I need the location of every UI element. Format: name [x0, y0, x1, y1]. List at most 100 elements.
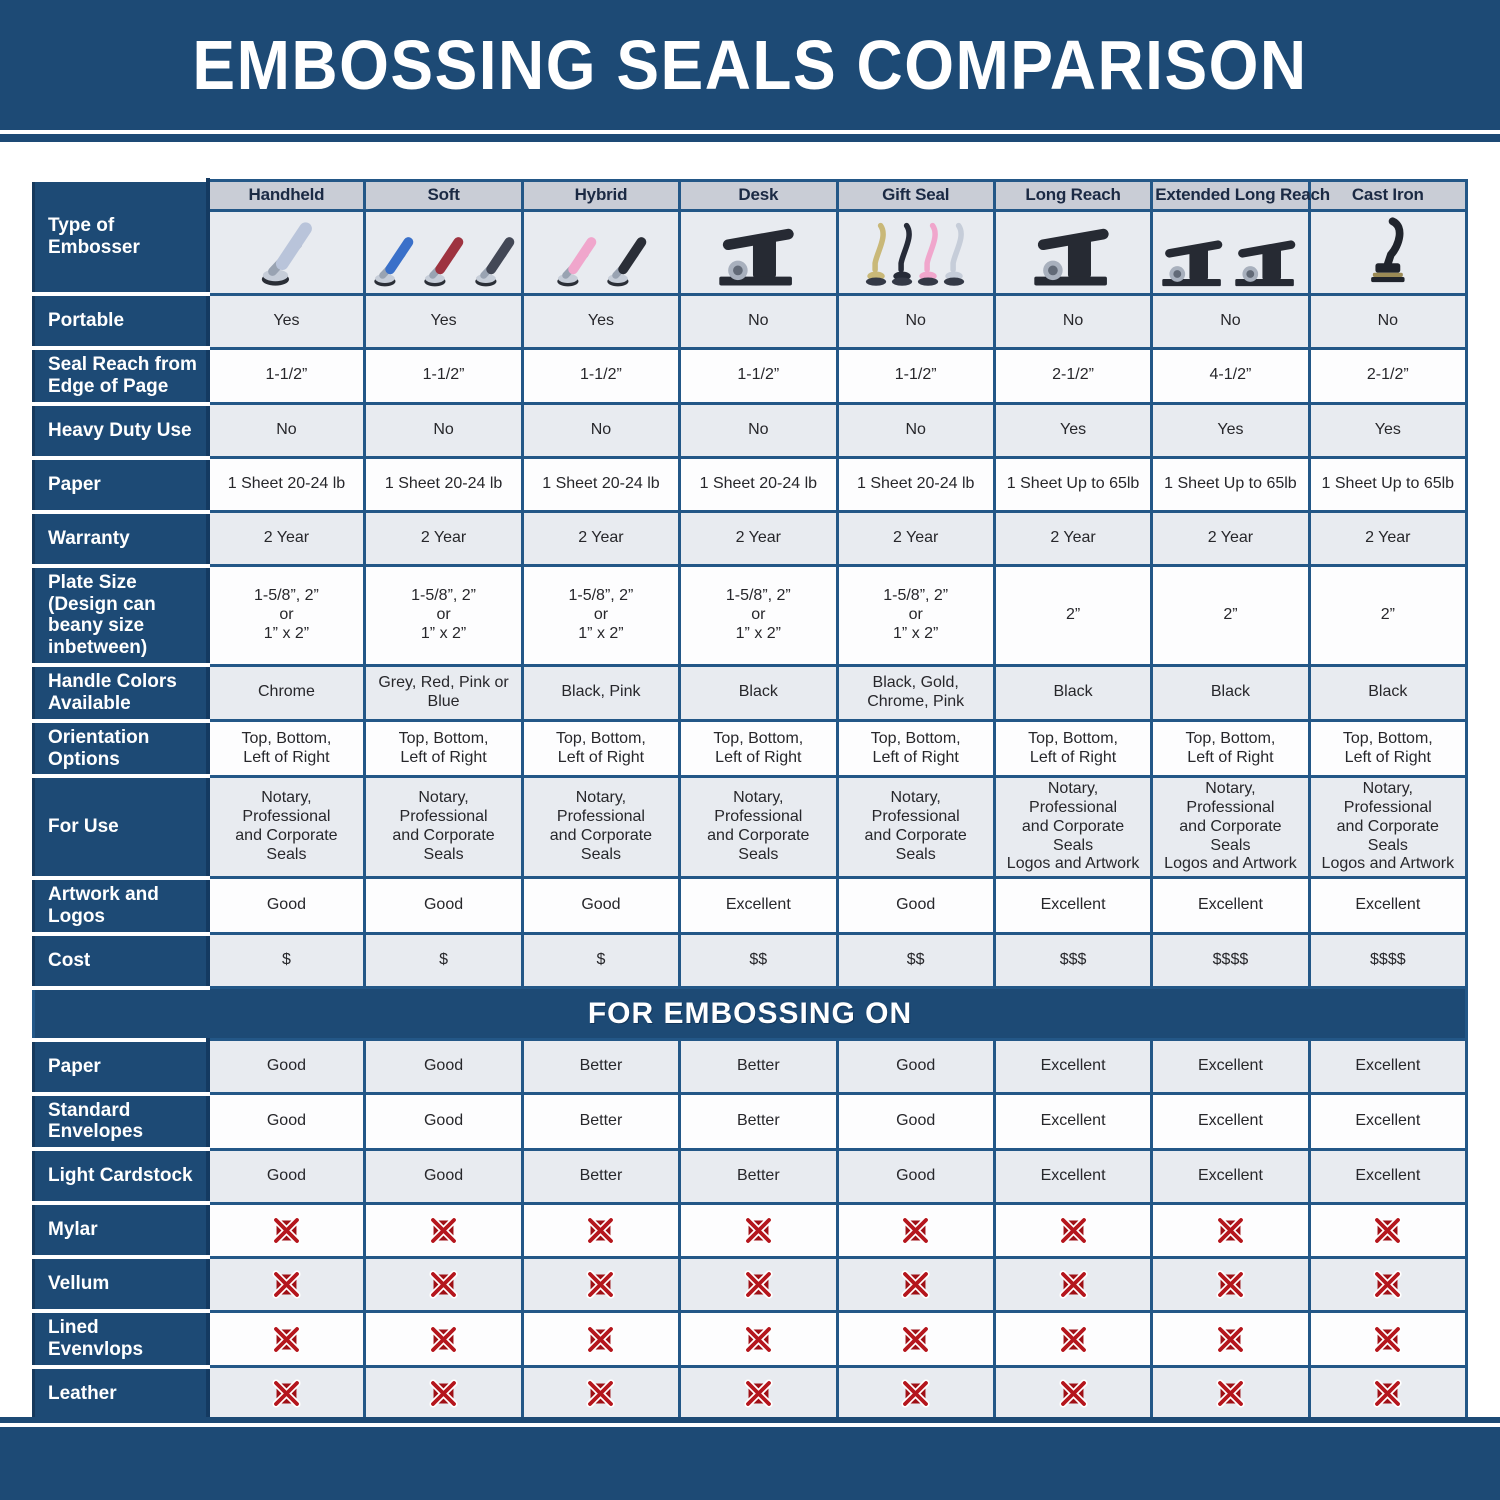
- footer: [0, 1417, 1500, 1500]
- table-cell: No: [678, 402, 839, 460]
- embosser-image-desk: [678, 208, 839, 296]
- desk-embosser-icon: [1235, 239, 1296, 286]
- section-band-row: FOR EMBOSSING ON: [32, 986, 1468, 1041]
- table-row: Mylar: [32, 1201, 1469, 1260]
- table-cell: No: [205, 402, 367, 460]
- table-cell-not-suitable: [520, 1255, 682, 1313]
- table-cell: Chrome: [205, 663, 367, 723]
- embosser-image-soft: [363, 208, 524, 296]
- not-suitable-x-icon: [586, 1216, 616, 1245]
- table-cell: 2 Year: [363, 510, 524, 568]
- table-cell-not-suitable: [678, 1309, 839, 1369]
- row-header-cost: Cost: [32, 931, 210, 990]
- table-cell: 1 Sheet 20-24 lb: [520, 456, 682, 514]
- table-cell: 4-1/2”: [1150, 346, 1311, 406]
- table-cell: $: [205, 932, 367, 989]
- table-cell: 1-5/8”, 2” or 1” x 2”: [678, 564, 839, 667]
- table-cell: Black: [992, 663, 1154, 723]
- table-cell-not-suitable: [1150, 1201, 1311, 1259]
- table-cell: 1-1/2”: [363, 346, 524, 406]
- column-header-extended-long-reach: Extended Long Reach: [1150, 178, 1330, 212]
- row-header-embossing-on-mylar: Mylar: [32, 1201, 210, 1260]
- table-cell-not-suitable: [363, 1309, 524, 1369]
- table-cell-not-suitable: [992, 1201, 1154, 1259]
- not-suitable-x-icon: [1216, 1379, 1245, 1408]
- table-cell: Good: [363, 1092, 524, 1151]
- table-row: Warranty 2 Year 2 Year 2 Year 2 Year 2 Year 2 …: [32, 509, 1469, 568]
- table-cell-not-suitable: [1150, 1309, 1311, 1369]
- not-suitable-x-icon: [744, 1216, 773, 1245]
- table-cell: Notary, Professional and Corporate Seals: [363, 774, 524, 880]
- row-header-embossing-on-light-cardstock: Light Cardstock: [32, 1147, 210, 1206]
- table-cell: Black: [1307, 663, 1469, 723]
- table-cell: Top, Bottom, Left of Right: [520, 719, 682, 778]
- table-cell: Excellent: [992, 1092, 1154, 1151]
- table-cell: 1-5/8”, 2” or 1” x 2”: [363, 564, 524, 667]
- table-cell: No: [1307, 292, 1469, 350]
- row-header-embossing-on-leather: Leather: [32, 1364, 210, 1423]
- table-cell: No: [1150, 292, 1311, 350]
- table-cell: 2”: [1307, 564, 1469, 667]
- hand-embosser-icon: [607, 236, 647, 286]
- not-suitable-x-icon: [1058, 1216, 1088, 1245]
- table-cell: $$: [835, 932, 996, 989]
- title-banner: EMBOSSING SEALS COMPARISON: [0, 0, 1500, 130]
- not-suitable-x-icon: [744, 1379, 773, 1408]
- table-cell-not-suitable: [520, 1365, 682, 1423]
- table-cell: $$: [678, 932, 839, 989]
- table-cell-not-suitable: [678, 1365, 839, 1423]
- table-cell: 2 Year: [1307, 510, 1469, 568]
- table-cell-not-suitable: [520, 1309, 682, 1369]
- table-cell: 1-5/8”, 2” or 1” x 2”: [520, 564, 682, 667]
- table-cell: Yes: [1150, 402, 1311, 460]
- table-row: Heavy Duty Use No No No No No Yes Yes Yes: [32, 401, 1469, 460]
- section-title-for-embossing-on: FOR EMBOSSING ON: [32, 986, 1468, 1041]
- table-row: Light Cardstock Good Good Better Better Good E…: [32, 1147, 1469, 1206]
- table-cell: 2-1/2”: [992, 346, 1154, 406]
- column-header-desk: Desk: [678, 178, 839, 212]
- not-suitable-x-icon: [272, 1324, 301, 1354]
- table-row: Leather: [32, 1364, 1469, 1423]
- table-cell-not-suitable: [678, 1201, 839, 1259]
- not-suitable-x-icon: [429, 1270, 458, 1299]
- table-cell: 2 Year: [678, 510, 839, 568]
- table-cell: Black, Gold, Chrome, Pink: [835, 663, 996, 723]
- table-cell: Excellent: [1150, 876, 1311, 935]
- table-cell: 1 Sheet 20-24 lb: [835, 456, 996, 514]
- table-cell: $: [520, 932, 682, 989]
- table-cell: 1-1/2”: [205, 346, 367, 406]
- row-header-handle-colors-available: Handle Colors Available: [32, 663, 210, 723]
- table-cell: Yes: [1307, 402, 1469, 460]
- table-cell: Black: [678, 663, 839, 723]
- table-cell: $$$$: [1150, 932, 1311, 989]
- bottom-divider-bar: [0, 1417, 1500, 1423]
- table-cell: No: [520, 402, 682, 460]
- embosser-image-gift-seal: [835, 208, 996, 296]
- table-cell: Good: [835, 1092, 996, 1151]
- table-cell: 1 Sheet 20-24 lb: [363, 456, 524, 514]
- not-suitable-x-icon: [901, 1270, 930, 1299]
- table-cell: Excellent: [1150, 1147, 1311, 1205]
- table-cell: Better: [520, 1147, 682, 1205]
- table-row: Portable Yes Yes Yes No No No No No: [32, 292, 1469, 350]
- not-suitable-x-icon: [1058, 1379, 1088, 1408]
- row-header-for-use: For Use: [32, 774, 210, 880]
- footer-band: [0, 1427, 1500, 1500]
- table-cell: Good: [205, 876, 367, 935]
- table-cell: Good: [363, 1147, 524, 1205]
- row-header-seal-reach-from-edge-of-page: Seal Reach from Edge of Page: [32, 346, 210, 406]
- embosser-images-row: [34, 208, 1469, 296]
- row-header-embossing-on-lined-evenvlops: Lined Evenvlops: [32, 1309, 210, 1369]
- table-cell: Notary, Professional and Corporate Seals: [520, 774, 682, 880]
- table-cell: Top, Bottom, Left of Right: [992, 719, 1154, 778]
- table-cell: Excellent: [1307, 1038, 1469, 1095]
- table-cell: Good: [835, 1038, 996, 1095]
- row-header-plate-size-design-can-beany-size-inbetween: Plate Size (Design can beany size inbetw…: [32, 563, 210, 668]
- table-cell-not-suitable: [1307, 1365, 1469, 1423]
- not-suitable-x-icon: [586, 1270, 616, 1299]
- table-cell: $$$$: [1307, 932, 1469, 989]
- table-cell-not-suitable: [205, 1309, 367, 1369]
- table-cell: 1-5/8”, 2” or 1” x 2”: [205, 564, 367, 667]
- table-cell: 2-1/2”: [1307, 346, 1469, 406]
- table-cell-not-suitable: [205, 1201, 367, 1259]
